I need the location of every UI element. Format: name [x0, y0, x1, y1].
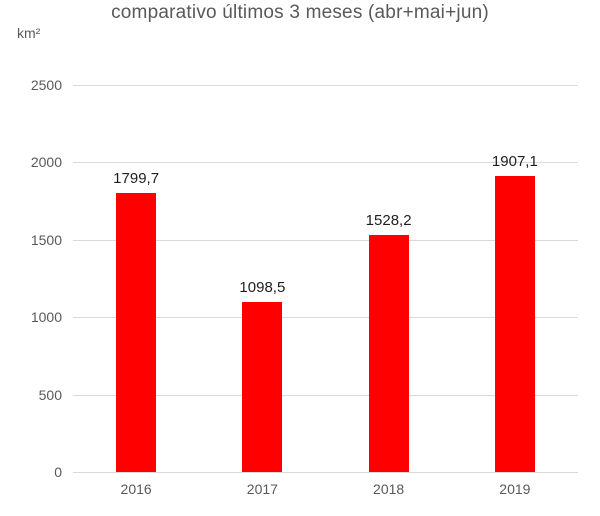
y-axis-unit-label: km²	[17, 25, 41, 41]
gridline-2500	[73, 84, 578, 86]
gridline-0	[73, 472, 578, 473]
y-axis-tick-label: 500	[38, 386, 62, 403]
y-axis-tick-label: 1500	[30, 231, 62, 248]
bar-value-label-2019: 1907,1	[491, 153, 538, 171]
x-axis-label-2017: 2017	[246, 481, 278, 497]
x-axis-label-2019: 2019	[499, 481, 531, 497]
y-axis-tick-label: 1000	[30, 309, 62, 325]
gridline-2000	[73, 162, 578, 163]
x-axis-label-2018: 2018	[373, 481, 405, 497]
bar-value-label-2018: 1528,2	[365, 212, 412, 230]
bar-2017	[242, 301, 283, 472]
y-axis-tick-label: 2500	[30, 76, 62, 93]
x-axis-label-2016: 2016	[120, 481, 152, 497]
gridline-1500	[73, 239, 578, 241]
y-axis-tick-label: 2000	[30, 154, 62, 170]
gridline-500	[73, 394, 578, 396]
bar-value-label-2016: 1799,7	[113, 170, 160, 188]
bar-2019	[494, 176, 535, 472]
bar-value-label-2017: 1098,5	[239, 278, 286, 296]
gridline-1000	[73, 317, 578, 318]
bar-2016	[116, 193, 157, 472]
y-axis-tick-label: 0	[54, 464, 62, 480]
bar-2018	[368, 235, 409, 472]
chart-title: comparativo últimos 3 meses (abr+mai+jun…	[111, 2, 489, 23]
